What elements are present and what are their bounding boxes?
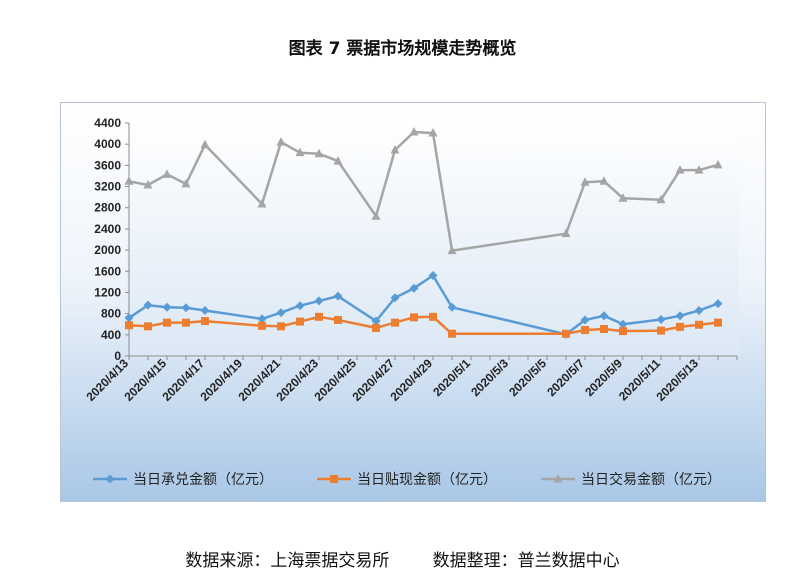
- series-1-point: [162, 302, 172, 312]
- y-tick-label: 800: [101, 307, 121, 321]
- series-3-point: [618, 193, 628, 202]
- series-2-point: [619, 327, 627, 336]
- y-tick-label: 2000: [94, 243, 121, 257]
- legend-item-3: 当日交易金额（亿元）: [541, 471, 721, 488]
- series-2-point: [125, 321, 133, 330]
- series-3-point: [428, 128, 438, 137]
- y-tick-label: 2400: [94, 222, 121, 236]
- series-1-point: [599, 311, 609, 321]
- series-3-point: [599, 176, 609, 185]
- series-3-point: [200, 139, 210, 149]
- series-2-point: [277, 322, 285, 331]
- series-1-point: [276, 308, 286, 318]
- series-3-point: [124, 176, 134, 185]
- y-tick-label: 3200: [94, 180, 121, 194]
- series-3: [124, 127, 723, 255]
- y-tick-label: 2800: [94, 201, 121, 215]
- source-note: 数据来源：上海票据交易所 数据整理：普兰数据中心: [185, 551, 620, 571]
- series-3-point: [181, 178, 191, 188]
- y-axis: 0 400 800 1200 1600 2000 2400 2800 3200 3600 4000 4…: [94, 116, 130, 363]
- series-3-point: [675, 165, 685, 174]
- series-2: [125, 312, 722, 338]
- legend-label: 当日贴现金额（亿元）: [357, 472, 497, 488]
- series-1-point: [447, 302, 457, 312]
- series-1-point: [675, 311, 685, 321]
- series-1-point: [314, 296, 324, 306]
- series-1-point: [181, 303, 191, 313]
- series-1-point: [390, 293, 400, 303]
- series-1-point: [333, 291, 343, 301]
- series-3-point: [143, 179, 153, 189]
- figure-title: 图表 7 票据市场规模走势概览: [288, 39, 517, 59]
- series-1-point: [428, 271, 438, 281]
- series-2-point: [144, 322, 152, 331]
- series-1-point: [143, 300, 153, 310]
- series-3-point: [162, 169, 172, 178]
- series-1-point: [200, 305, 210, 315]
- y-tick-label: 1200: [94, 285, 121, 299]
- y-tick-label: 4400: [94, 116, 121, 130]
- legend-item-2: 当日贴现金额（亿元）: [317, 472, 497, 488]
- series-1-point: [124, 313, 134, 323]
- series-3-point: [371, 211, 381, 220]
- series-3-point: [447, 245, 457, 255]
- series-3-point: [295, 147, 305, 157]
- series-1-point: [656, 314, 666, 324]
- series-2-point: [334, 315, 342, 324]
- y-tick-label: 0: [114, 349, 121, 363]
- series-1-point: [295, 301, 305, 311]
- series-3-point: [580, 177, 590, 186]
- legend-marker: [553, 474, 563, 483]
- series-2-point: [182, 318, 190, 327]
- legend-marker: [330, 475, 338, 483]
- series-2-point: [296, 317, 304, 326]
- series-2-point: [695, 320, 703, 329]
- series-3-point: [409, 127, 419, 136]
- series-1-point: [409, 283, 419, 293]
- series-3-point: [561, 228, 571, 238]
- series-1-point: [371, 316, 381, 326]
- y-tick-label: 1600: [94, 264, 121, 278]
- series-2-point: [676, 322, 684, 331]
- y-tick-label: 3600: [94, 158, 121, 172]
- series-2-point: [600, 324, 608, 333]
- series-1-point: [257, 314, 267, 324]
- y-tick-label: 4000: [94, 137, 121, 151]
- legend-item-1: 当日承兑金额（亿元）: [93, 472, 273, 488]
- y-tick-label: 400: [101, 328, 121, 342]
- series-3-point: [390, 145, 400, 154]
- series-3-point: [257, 199, 267, 208]
- legend-label: 当日承兑金额（亿元）: [133, 472, 273, 488]
- series-1-point: [580, 315, 590, 325]
- series-2-point: [163, 318, 171, 327]
- series-2-point: [562, 329, 570, 338]
- legend: 当日承兑金额（亿元） 当日贴现金额（亿元） 当日交易金额（亿元）: [93, 471, 721, 488]
- series-2-point: [581, 326, 589, 335]
- series-2-point: [714, 318, 722, 327]
- legend-marker: [105, 474, 115, 484]
- legend-label: 当日交易金额（亿元）: [581, 471, 721, 488]
- series-3-point: [333, 156, 343, 165]
- series-2-point: [429, 312, 437, 321]
- series-2-point: [201, 317, 209, 326]
- series-2-point: [448, 329, 456, 338]
- series-1-point: [713, 299, 723, 309]
- series-3-point: [656, 194, 666, 204]
- series-layer: [124, 127, 723, 339]
- series-3-point: [694, 165, 704, 174]
- series-1-point: [694, 305, 704, 315]
- series-2-point: [410, 313, 418, 322]
- series-3-point: [276, 137, 286, 146]
- series-2-point: [315, 312, 323, 321]
- series-2-point: [391, 318, 399, 327]
- series-3-point: [314, 148, 324, 158]
- series-2-point: [258, 321, 266, 330]
- chart-frame: 0 400 800 1200 1600 2000 2400 2800 3200 3600 4000 4…: [60, 102, 766, 502]
- series-3-point: [713, 159, 723, 169]
- line-chart: 0 400 800 1200 1600 2000 2400 2800 3200 3600 4000 4…: [61, 103, 765, 501]
- series-2-point: [372, 323, 380, 332]
- series-1-point: [618, 319, 628, 329]
- series-2-point: [657, 326, 665, 335]
